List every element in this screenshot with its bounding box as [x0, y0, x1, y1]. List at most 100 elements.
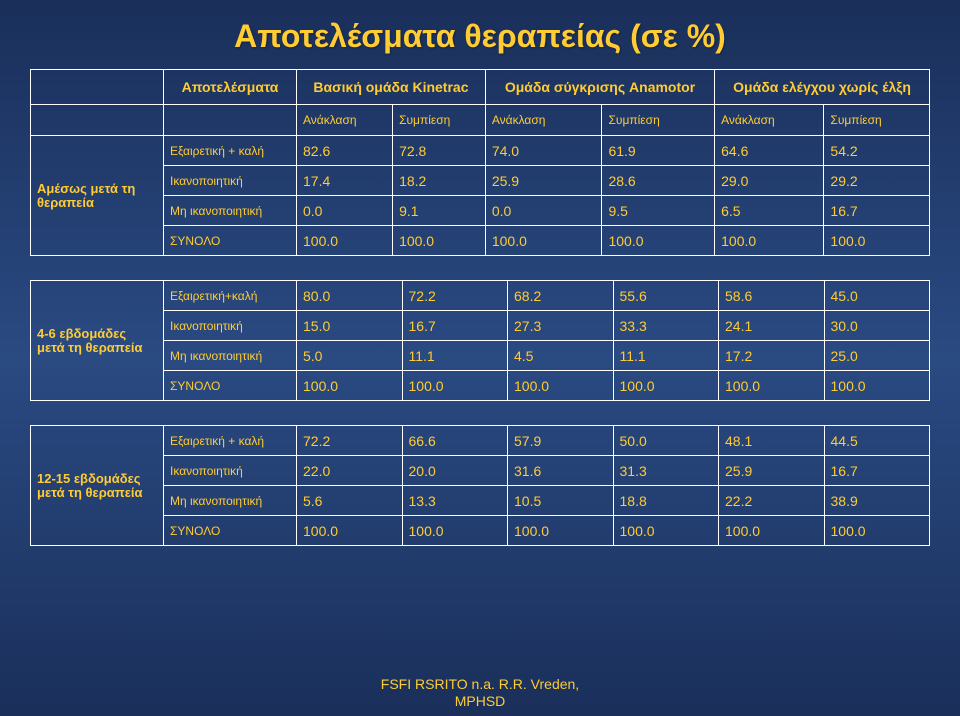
cell: 72.8 — [393, 136, 486, 166]
cell: 11.1 — [613, 341, 719, 371]
section-3-label: 12-15 εβδομάδες μετά τη θεραπεία — [31, 426, 164, 546]
row-label: Ικανοποιητική — [164, 456, 297, 486]
cell: 29.0 — [715, 166, 824, 196]
table-row: ΣΥΝΟΛΟ 100.0 100.0 100.0 100.0 100.0 100… — [31, 516, 930, 546]
cell: 100.0 — [602, 226, 715, 256]
cell: 17.4 — [297, 166, 393, 196]
cell: 33.3 — [613, 311, 719, 341]
row-label: Ικανοποιητική — [164, 311, 297, 341]
cell: 28.6 — [602, 166, 715, 196]
table-row: ΣΥΝΟΛΟ 100.0 100.0 100.0 100.0 100.0 100… — [31, 371, 930, 401]
cell: 16.7 — [824, 456, 930, 486]
cell: 5.0 — [297, 341, 403, 371]
table-row: Μη ικανοποιητική 5.6 13.3 10.5 18.8 22.2… — [31, 486, 930, 516]
cell: 16.7 — [402, 311, 508, 341]
hdr-group1: Βασική ομάδα Kinetrac — [297, 70, 486, 105]
cell: 100.0 — [613, 371, 719, 401]
cell: 22.2 — [719, 486, 825, 516]
slide-footer: FSFI RSRITO n.a. R.R. Vreden, MPHSD — [0, 676, 960, 710]
cell: 100.0 — [297, 226, 393, 256]
cell: 68.2 — [508, 281, 614, 311]
cell: 55.6 — [613, 281, 719, 311]
row-label: Μη ικανοποιητική — [164, 341, 297, 371]
cell: 100.0 — [719, 371, 825, 401]
table-row: Ικανοποιητική 22.0 20.0 31.6 31.3 25.9 1… — [31, 456, 930, 486]
cell: 54.2 — [824, 136, 930, 166]
section-1-table: Αποτελέσματα Βασική ομάδα Kinetrac Ομάδα… — [30, 69, 930, 256]
cell: 27.3 — [508, 311, 614, 341]
hdr-comp-3: Συμπίεση — [824, 105, 930, 136]
cell: 100.0 — [297, 516, 403, 546]
footer-line-2: MPHSD — [455, 693, 506, 709]
cell: 4.5 — [508, 341, 614, 371]
table-row: Ικανοποιητική 15.0 16.7 27.3 33.3 24.1 3… — [31, 311, 930, 341]
cell: 18.2 — [393, 166, 486, 196]
cell: 5.6 — [297, 486, 403, 516]
section-2-label: 4-6 εβδομάδες μετά τη θεραπεία — [31, 281, 164, 401]
cell: 61.9 — [602, 136, 715, 166]
cell: 17.2 — [719, 341, 825, 371]
section-1-label: Αμέσως μετά τη θεραπεία — [31, 136, 164, 256]
row-label: Εξαιρετική + καλή — [164, 426, 297, 456]
hdr-comp-2: Συμπίεση — [602, 105, 715, 136]
hdr-results: Αποτελέσματα — [164, 70, 297, 105]
cell: 0.0 — [297, 196, 393, 226]
cell: 100.0 — [715, 226, 824, 256]
hdr-ext-3: Ανάκλαση — [715, 105, 824, 136]
row-label: Ικανοποιητική — [164, 166, 297, 196]
cell: 100.0 — [508, 371, 614, 401]
row-label: ΣΥΝΟΛΟ — [164, 371, 297, 401]
cell: 72.2 — [402, 281, 508, 311]
cell: 80.0 — [297, 281, 403, 311]
cell: 20.0 — [402, 456, 508, 486]
cell: 30.0 — [824, 311, 930, 341]
cell: 100.0 — [613, 516, 719, 546]
cell: 45.0 — [824, 281, 930, 311]
cell: 64.6 — [715, 136, 824, 166]
cell: 100.0 — [297, 371, 403, 401]
cell: 13.3 — [402, 486, 508, 516]
cell: 44.5 — [824, 426, 930, 456]
row-label: Μη ικανοποιητική — [164, 486, 297, 516]
cell: 6.5 — [715, 196, 824, 226]
table-row: 12-15 εβδομάδες μετά τη θεραπεία Εξαιρετ… — [31, 426, 930, 456]
cell: 100.0 — [402, 371, 508, 401]
cell: 58.6 — [719, 281, 825, 311]
hdr-comp-1: Συμπίεση — [393, 105, 486, 136]
cell: 9.5 — [602, 196, 715, 226]
table-row: 4-6 εβδομάδες μετά τη θεραπεία Εξαιρετικ… — [31, 281, 930, 311]
slide-title: Αποτελέσματα θεραπείας (σε %) — [30, 18, 930, 55]
cell: 82.6 — [297, 136, 393, 166]
cell: 57.9 — [508, 426, 614, 456]
table-row: Μη ικανοποιητική 5.0 11.1 4.5 11.1 17.2 … — [31, 341, 930, 371]
header-row-sub: Ανάκλαση Συμπίεση Ανάκλαση Συμπίεση Ανάκ… — [31, 105, 930, 136]
hdr-group3: Ομάδα ελέγχου χωρίς έλξη — [715, 70, 930, 105]
cell: 48.1 — [719, 426, 825, 456]
cell: 9.1 — [393, 196, 486, 226]
cell: 100.0 — [402, 516, 508, 546]
hdr-ext-1: Ανάκλαση — [297, 105, 393, 136]
row-label: ΣΥΝΟΛΟ — [164, 226, 297, 256]
table-row: Μη ικανοποιητική 0.0 9.1 0.0 9.5 6.5 16.… — [31, 196, 930, 226]
cell: 25.9 — [719, 456, 825, 486]
table-row: Ικανοποιητική 17.4 18.2 25.9 28.6 29.0 2… — [31, 166, 930, 196]
cell: 16.7 — [824, 196, 930, 226]
cell: 18.8 — [613, 486, 719, 516]
cell: 100.0 — [824, 226, 930, 256]
hdr-group2: Ομάδα σύγκρισης Anamotor — [485, 70, 714, 105]
slide: Αποτελέσματα θεραπείας (σε %) Αποτελέσμα… — [0, 0, 960, 716]
cell: 100.0 — [824, 516, 930, 546]
footer-line-1: FSFI RSRITO n.a. R.R. Vreden, — [381, 676, 579, 692]
cell: 50.0 — [613, 426, 719, 456]
cell: 100.0 — [393, 226, 486, 256]
cell: 100.0 — [485, 226, 602, 256]
cell: 100.0 — [824, 371, 930, 401]
table-row: ΣΥΝΟΛΟ 100.0 100.0 100.0 100.0 100.0 100… — [31, 226, 930, 256]
section-2-table: 4-6 εβδομάδες μετά τη θεραπεία Εξαιρετικ… — [30, 280, 930, 401]
cell: 29.2 — [824, 166, 930, 196]
row-label: Εξαιρετική+καλή — [164, 281, 297, 311]
cell: 72.2 — [297, 426, 403, 456]
cell: 24.1 — [719, 311, 825, 341]
cell: 25.0 — [824, 341, 930, 371]
header-row-top: Αποτελέσματα Βασική ομάδα Kinetrac Ομάδα… — [31, 70, 930, 105]
